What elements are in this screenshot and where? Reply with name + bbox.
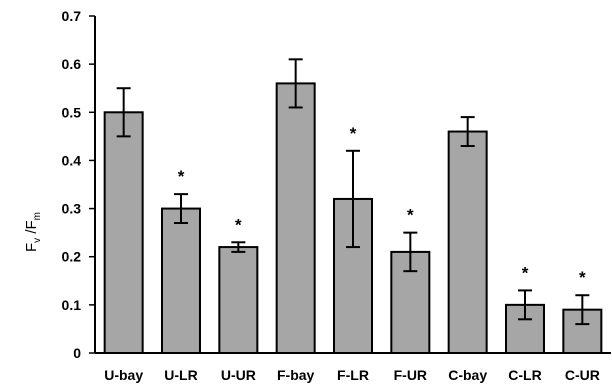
bar-u-ur: [218, 246, 259, 354]
y-axis-label: Fv /Fm: [23, 212, 43, 252]
svg-text:Fv /Fm: Fv /Fm: [23, 212, 43, 252]
significance-star: *: [579, 268, 586, 287]
x-tick-label: C-LR: [508, 367, 541, 383]
significance-star: *: [235, 215, 242, 234]
bar-u-bay: [103, 111, 144, 354]
bar-u-lr: [161, 207, 201, 354]
y-tick-label: 0.4: [62, 152, 82, 168]
bars: [103, 58, 603, 355]
significance-star: *: [350, 124, 357, 143]
bar-c-bay: [447, 130, 488, 354]
x-tick-label: F-bay: [277, 367, 315, 383]
significance-star: *: [407, 206, 414, 225]
y-tick-label: 0: [73, 345, 81, 361]
significance-star: *: [522, 263, 529, 282]
x-tick-label: C-bay: [448, 367, 487, 383]
y-axis-label-sub2: m: [32, 212, 43, 220]
y-tick-label: 0.2: [62, 249, 82, 265]
y-tick-label: 0.7: [62, 8, 82, 24]
x-tick-label: C-UR: [565, 367, 600, 383]
y-tick-label: 0.3: [62, 201, 82, 217]
x-tick-label: U-bay: [104, 367, 143, 383]
y-axis-label-main: F: [23, 243, 40, 252]
x-tick-label: U-LR: [164, 367, 197, 383]
y-axis-label-sub1: v: [32, 238, 43, 243]
y-tick-label: 0.5: [62, 104, 82, 120]
x-tick-label: F-LR: [337, 367, 369, 383]
y-axis-label-sep: /F: [23, 220, 40, 238]
x-tick-label: F-UR: [394, 367, 427, 383]
x-tick-label: U-UR: [221, 367, 256, 383]
significance-star: *: [178, 167, 185, 186]
y-tick-label: 0.1: [62, 297, 82, 313]
bar-f-bay: [275, 82, 316, 355]
y-tick-label: 0.6: [62, 56, 82, 72]
labels: 0 0.1 0.2 0.3 0.4 0.5 0.6 0.7 U-bay * U-LR * U-UR F-b…: [62, 8, 600, 383]
